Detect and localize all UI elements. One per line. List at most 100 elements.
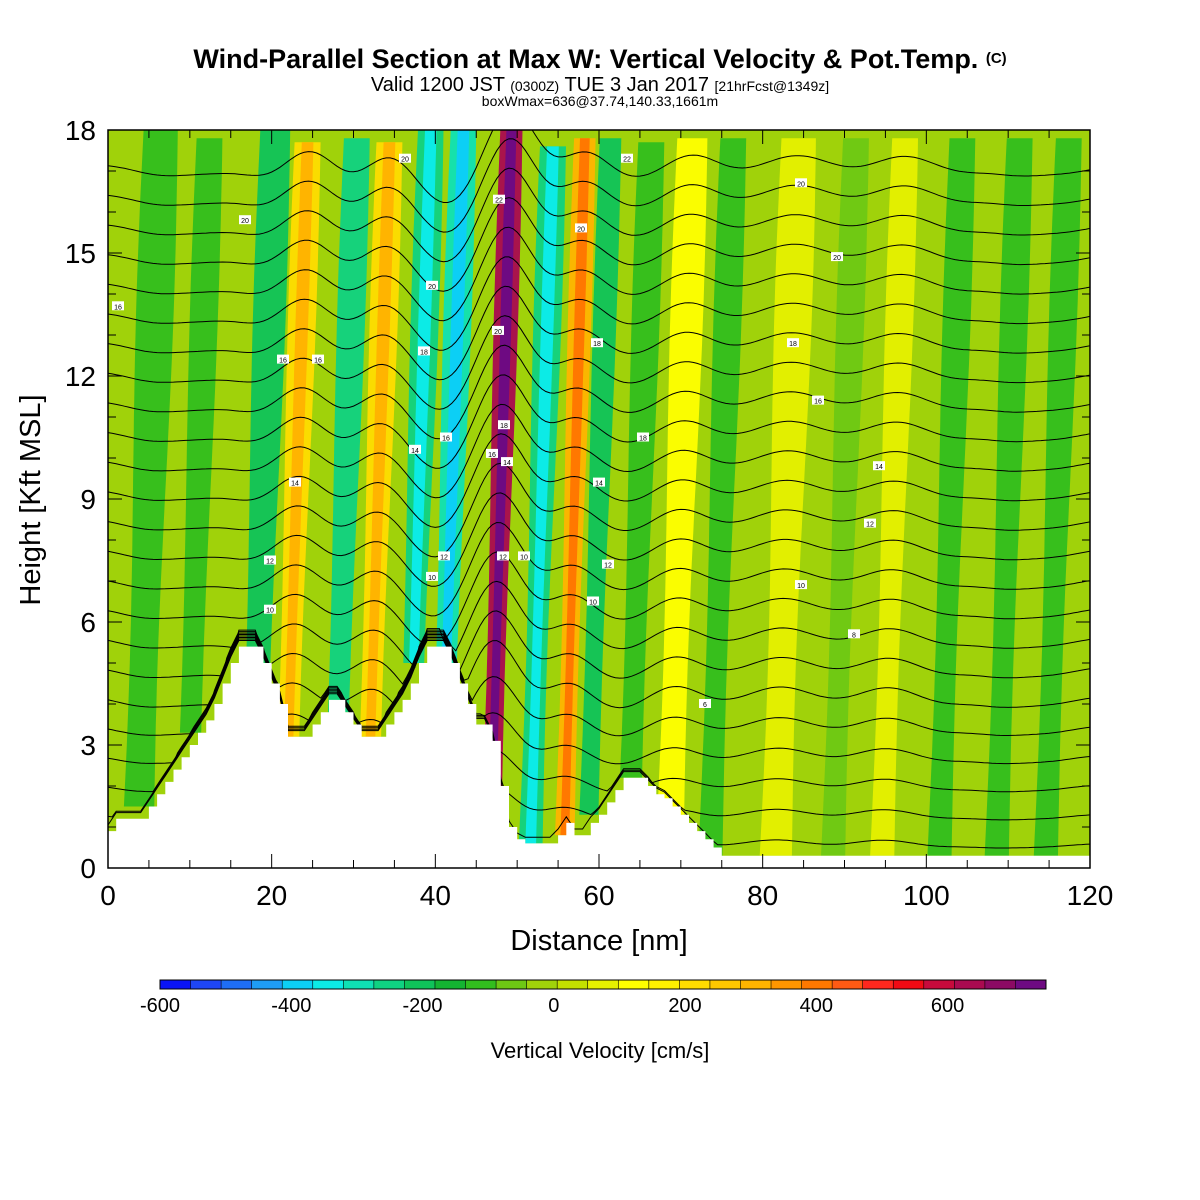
y-tick-label: 6 xyxy=(80,607,96,638)
contour-label-box xyxy=(497,551,509,561)
x-axis-label: Distance [nm] xyxy=(510,925,687,957)
contour-label: 12 xyxy=(499,554,507,561)
contour-label: 20 xyxy=(833,255,841,262)
colorbar-swatch xyxy=(343,980,375,989)
contour-label: 14 xyxy=(503,460,511,467)
contour-label-box xyxy=(440,432,452,442)
velocity-band xyxy=(1033,138,1082,856)
colorbar-swatch xyxy=(801,980,833,989)
velocity-band-core xyxy=(409,130,437,663)
x-tick-label: 100 xyxy=(903,880,950,911)
velocity-band xyxy=(821,138,869,856)
contour-label-box xyxy=(426,571,438,581)
contour-label: 10 xyxy=(428,575,436,582)
colorbar-tick-label: 0 xyxy=(548,995,559,1017)
contour-label: 14 xyxy=(875,464,883,471)
colorbar-swatch xyxy=(557,980,589,989)
contour-label: 16 xyxy=(314,358,322,365)
contour-label: 12 xyxy=(440,554,448,561)
colorbar-swatch xyxy=(862,980,894,989)
x-axis: 0 20 40 60 80 100 120 xyxy=(100,130,1113,911)
pot-temp-contour xyxy=(108,374,1090,469)
pot-temp-contour xyxy=(108,256,1090,351)
contour-label-box xyxy=(264,555,276,565)
contour-label-box xyxy=(699,699,711,708)
colorbar-swatch xyxy=(984,980,1016,989)
contour-label-box xyxy=(637,432,649,442)
contour-label: 20 xyxy=(797,181,805,188)
contour-label: 16 xyxy=(488,452,496,459)
contour-label: 14 xyxy=(291,481,299,488)
contour-label: 16 xyxy=(814,399,822,406)
colorbar-tick-label: 600 xyxy=(931,995,964,1017)
contour-label: 16 xyxy=(279,358,287,365)
pot-temp-contour xyxy=(108,138,1090,233)
contour-label-box xyxy=(239,215,251,225)
y-tick-label: 12 xyxy=(65,361,96,392)
contour-label: 14 xyxy=(595,481,603,488)
velocity-band xyxy=(657,138,708,815)
contour-label-box xyxy=(289,477,301,487)
colorbar: -600 -400 -200 0 200 400 600 xyxy=(140,979,1047,1017)
contour-label-box xyxy=(873,461,885,471)
pot-temp-contour xyxy=(108,285,1090,381)
colorbar-swatch xyxy=(740,980,772,989)
y-axis-label: Height [Kft MSL] xyxy=(15,394,47,605)
x-tick-label: 80 xyxy=(747,880,778,911)
contour-label-box xyxy=(264,604,276,614)
y-tick-label: 15 xyxy=(65,238,96,269)
pot-temp-contour xyxy=(108,580,1090,669)
contour-label: 6 xyxy=(703,702,707,709)
contour-label: 10 xyxy=(797,583,805,590)
colorbar-tick-label: -200 xyxy=(402,995,442,1017)
colorbar-tick-label: 400 xyxy=(800,995,833,1017)
colorbar-swatch xyxy=(251,980,283,989)
pot-temp-contour xyxy=(108,433,1090,528)
colorbar-swatch xyxy=(434,980,466,989)
contour-label: 10 xyxy=(520,554,528,561)
terrain xyxy=(108,646,1090,868)
velocity-band-core xyxy=(560,138,590,836)
contour-label: 20 xyxy=(241,218,249,225)
colorbar-swatch xyxy=(221,980,253,989)
contour-label: 20 xyxy=(428,284,436,291)
colorbar-swatch xyxy=(954,980,986,989)
velocity-band-core xyxy=(365,142,396,737)
contour-label: 12 xyxy=(604,563,612,570)
velocity-band xyxy=(759,138,816,856)
colorbar-swatch xyxy=(373,980,405,989)
colorbar-tick-label: -600 xyxy=(140,995,180,1017)
colorbar-label: Vertical Velocity [cm/s] xyxy=(491,1038,710,1063)
colorbar-swatch xyxy=(923,980,955,989)
pot-temp-contour xyxy=(108,226,1090,322)
contour-label: 12 xyxy=(866,522,874,529)
contour-label-box xyxy=(399,153,411,163)
contour-label: 18 xyxy=(593,341,601,348)
contour-label-box xyxy=(518,551,530,561)
velocity-band-core xyxy=(283,142,314,737)
colorbar-swatch xyxy=(832,980,864,989)
velocity-band xyxy=(698,138,747,856)
contour-label-box xyxy=(492,325,504,335)
contour-label: 10 xyxy=(589,600,597,607)
pot-temp-contour xyxy=(108,315,1090,410)
x-tick-label: 120 xyxy=(1067,880,1114,911)
colorbar-swatch xyxy=(282,980,314,989)
y-axis: 0 3 6 9 12 15 18 xyxy=(65,115,1090,884)
pot-temp-contour xyxy=(108,167,1090,263)
y-tick-label: 3 xyxy=(80,730,96,761)
contour-label: 8 xyxy=(852,632,856,639)
contour-label: 16 xyxy=(114,304,122,311)
velocity-band xyxy=(123,130,178,807)
colorbar-swatch xyxy=(404,980,436,989)
pot-temp-contour xyxy=(108,130,1090,203)
contour-label-box xyxy=(787,338,799,348)
velocity-band xyxy=(579,138,622,815)
colorbar-swatch xyxy=(679,980,711,989)
velocity-band-core xyxy=(525,146,559,844)
pot-temp-contour xyxy=(108,492,1090,587)
pot-temp-contour xyxy=(108,344,1090,440)
velocity-band xyxy=(870,138,918,856)
colorbar-swatch xyxy=(587,980,619,989)
contour-label-box xyxy=(864,518,876,528)
